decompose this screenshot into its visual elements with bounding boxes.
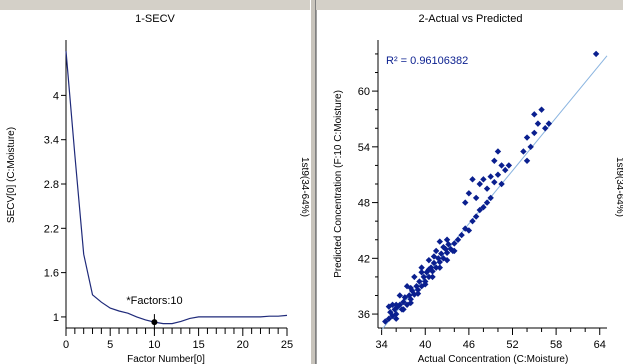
avp-data-point [491, 179, 497, 185]
secv-x-tick-label: 10 [148, 339, 160, 351]
avp-data-point [437, 238, 443, 244]
avp-x-tick-label: 46 [463, 339, 475, 351]
avp-data-point [491, 158, 497, 164]
avp-data-point [535, 120, 541, 126]
avp-y-tick-label: 54 [358, 142, 370, 154]
avp-data-point [495, 172, 501, 178]
secv-pane[interactable]: 1-SECV 1st9(34-64%) SECV[0] (C:Moisture)… [0, 10, 311, 364]
avp-y-tick-label: 60 [358, 86, 370, 98]
avp-x-tick-label: 34 [376, 339, 388, 351]
avp-data-point [458, 232, 464, 238]
avp-data-point [531, 130, 537, 136]
secv-y-tick-label: 4 [53, 90, 59, 102]
avp-data-point [498, 162, 504, 168]
avp-data-point [520, 148, 526, 154]
secv-x-tick-label: 25 [281, 339, 293, 351]
avp-data-point [469, 176, 475, 182]
secv-y-tick-label: 1 [53, 312, 59, 324]
avp-data-point [469, 218, 475, 224]
secv-series-line [66, 51, 287, 324]
avp-data-point [466, 190, 472, 196]
avp-data-point [411, 274, 417, 280]
avp-data-point [538, 106, 544, 112]
secv-x-tick-label: 0 [63, 339, 69, 351]
avp-data-point [433, 248, 439, 254]
avp-regression-line [382, 56, 607, 330]
secv-chart[interactable]: 1st9(34-64%) SECV[0] (C:Moisture) Factor… [0, 10, 310, 364]
avp-r-squared-label: R² = 0.96106382 [386, 55, 468, 67]
secv-selected-factor-point [151, 319, 157, 325]
secv-side-label: 1st9(34-64%) [299, 157, 310, 217]
secv-y-tick-label: 2.8 [44, 179, 59, 191]
avp-data-point [531, 111, 537, 117]
secv-factors-annotation: *Factors:10 [126, 295, 182, 307]
secv-x-tick-label: 15 [192, 339, 204, 351]
avp-x-tick-label: 58 [550, 339, 562, 351]
avp-data-point [462, 199, 468, 205]
avp-y-tick-label: 42 [358, 253, 370, 265]
avp-data-point [527, 144, 533, 150]
secv-y-tick-label: 3.4 [44, 135, 59, 147]
avp-data-point [484, 185, 490, 191]
avp-x-axis-label: Actual Concentration (C:Moisture) [418, 354, 569, 364]
avp-data-point [524, 158, 530, 164]
secv-x-tick-label: 5 [107, 339, 113, 351]
secv-y-tick-label: 2.2 [44, 223, 59, 235]
secv-y-tick-label: 1.6 [44, 268, 59, 280]
avp-data-point [473, 195, 479, 201]
avp-data-point [487, 173, 493, 179]
actual-vs-predicted-pane[interactable]: 2-Actual vs Predicted 1st9(34-64%) Predi… [316, 10, 623, 364]
avp-x-tick-label: 40 [419, 339, 431, 351]
secv-x-tick-label: 20 [237, 339, 249, 351]
avp-side-label: 1st9(34-64%) [614, 157, 623, 217]
avp-data-point [506, 162, 512, 168]
secv-x-axis-label: Factor Number[0] [127, 354, 205, 364]
avp-data-point [429, 274, 435, 280]
avp-data-point [480, 176, 486, 182]
secv-y-axis-label: SECV[0] (C:Moisture) [6, 127, 17, 223]
avp-y-tick-label: 48 [358, 198, 370, 210]
avp-data-point [426, 257, 432, 263]
actual-vs-predicted-chart[interactable]: 1st9(34-64%) Predicted Concentration (F:… [317, 10, 623, 364]
avp-data-point [473, 213, 479, 219]
avp-x-tick-label: 52 [506, 339, 518, 351]
avp-data-point [397, 292, 403, 298]
avp-data-point [593, 51, 599, 57]
avp-data-point [546, 120, 552, 126]
avp-data-point [477, 181, 483, 187]
avp-x-tick-label: 64 [594, 339, 606, 351]
avp-data-point [542, 125, 548, 131]
avp-y-axis-label: Predicted Concentration (F:10 C:Moisture… [333, 90, 344, 278]
avp-data-point [502, 167, 508, 173]
avp-y-tick-label: 36 [358, 309, 370, 321]
avp-data-point [437, 264, 443, 270]
avp-data-point [495, 148, 501, 154]
avp-data-point [524, 134, 530, 140]
